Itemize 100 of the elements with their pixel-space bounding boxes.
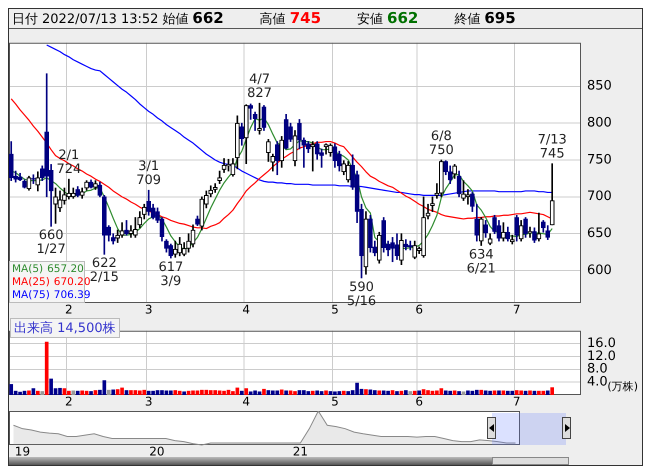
bar [208, 390, 213, 395]
bar [514, 390, 519, 395]
y-tick-label: 4.0 [587, 374, 608, 390]
bar [404, 390, 408, 395]
annotation: 622 2/15 [90, 256, 119, 286]
bar [417, 390, 421, 395]
bar [488, 390, 492, 395]
bar [284, 390, 288, 395]
bar [377, 390, 382, 395]
y-tick-label: 16.0 [587, 336, 616, 352]
bar [310, 390, 315, 395]
bar [452, 390, 456, 395]
candlestick [257, 102, 262, 135]
bar [146, 390, 151, 395]
bar [412, 390, 417, 395]
x-tick-label: 3 [144, 394, 152, 408]
bar [506, 390, 510, 395]
bar [457, 391, 461, 395]
annotation: 634 6/21 [466, 247, 496, 276]
bar [258, 391, 262, 395]
bar [466, 390, 470, 395]
bar [182, 391, 186, 395]
bar [368, 390, 372, 395]
bar [528, 390, 532, 395]
bar [537, 390, 541, 395]
y-axis-title: (万株) [607, 379, 638, 394]
bar [120, 388, 124, 395]
x-tick-label: 6 [415, 394, 423, 408]
x-tick-label: 20 [149, 444, 165, 458]
bar [298, 390, 302, 395]
annotation: 660 1/27 [36, 228, 66, 258]
annotation: 6/8 750 [428, 128, 454, 158]
bar [510, 390, 514, 395]
bar [462, 391, 466, 395]
bar [395, 391, 399, 395]
bar [439, 388, 444, 395]
annotation: 7/13 745 [538, 132, 567, 162]
bar [444, 390, 448, 395]
bar [275, 390, 280, 395]
bar [306, 391, 310, 395]
bar [138, 390, 142, 395]
bar [36, 390, 40, 395]
text: MA(5) 657.20 [12, 263, 84, 276]
bar [32, 388, 36, 395]
x-tick-label: 19 [14, 444, 30, 458]
candlestick [53, 188, 58, 224]
x-tick-label: 21 [292, 444, 308, 458]
y-tick-label: 700 [587, 189, 612, 204]
bar [550, 387, 554, 395]
bar [408, 391, 412, 395]
y-tick-label: 600 [587, 262, 612, 278]
annotation: 3/1 709 [136, 159, 162, 188]
bar [479, 390, 484, 395]
bar [244, 388, 248, 395]
bar [27, 390, 31, 395]
bar [142, 390, 146, 395]
bar [532, 390, 536, 395]
bar [386, 390, 390, 395]
bar [89, 391, 93, 395]
bar [372, 390, 377, 395]
x-tick-label: 2 [65, 302, 73, 316]
bar [497, 390, 501, 395]
x-tick-label: 6 [415, 302, 423, 316]
y-tick-label: 12.0 [587, 348, 616, 364]
bar [178, 390, 182, 395]
bar [129, 390, 133, 395]
bar [62, 388, 66, 395]
annotation: 2/1 724 [56, 148, 82, 178]
bar [84, 390, 88, 395]
y-tick-label: 850 [587, 78, 612, 94]
candlestick [461, 180, 466, 201]
annotation: 4/7 827 [247, 72, 272, 102]
bar [94, 390, 98, 395]
x-tick-label: 5 [331, 394, 339, 408]
bar [474, 390, 479, 395]
bar [124, 390, 128, 395]
bar [546, 390, 550, 395]
bar [71, 390, 76, 395]
bar [320, 391, 324, 395]
y-tick-label: 800 [587, 116, 612, 131]
bar [266, 390, 270, 395]
x-tick-label: 4 [242, 302, 250, 316]
bar [541, 390, 546, 395]
x-tick-label: 3 [144, 302, 152, 316]
y-tick-label: 750 [587, 152, 612, 168]
x-tick-label: 2 [65, 394, 73, 408]
bar [9, 384, 14, 395]
bar [44, 342, 49, 395]
bar [240, 390, 244, 395]
chart-title: 出来高 14,500株 [10, 318, 120, 338]
bar [364, 389, 368, 395]
bar [346, 391, 350, 395]
bar [280, 390, 284, 395]
x-tick-label: 4 [242, 394, 250, 408]
bar [342, 390, 346, 395]
bar [324, 390, 328, 395]
y-tick-label: 8.0 [587, 362, 608, 377]
bar [519, 390, 523, 395]
bar [400, 390, 404, 395]
x-tick-label: 5 [331, 302, 339, 316]
